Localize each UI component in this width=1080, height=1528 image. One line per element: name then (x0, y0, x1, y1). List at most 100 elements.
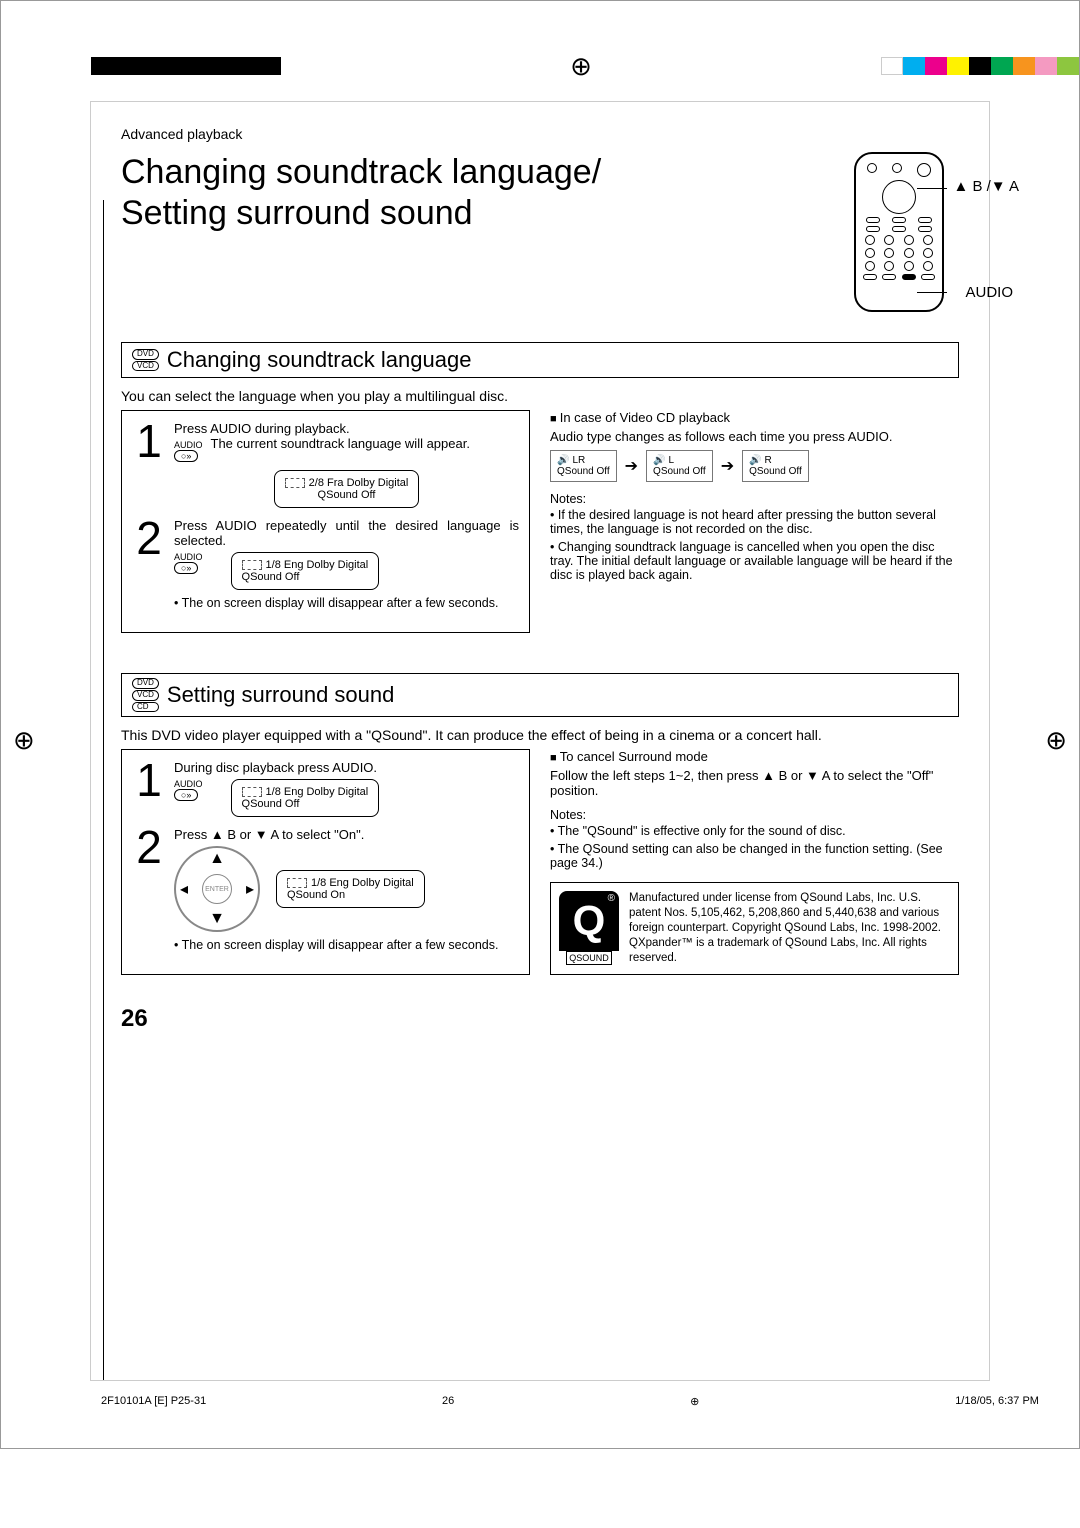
disc-type-badges: DVD VCD CD (132, 678, 159, 712)
osd-line2: QSound On (287, 889, 345, 901)
qsound-logo: ® Q QSOUND (559, 891, 619, 966)
step-2: 2 Press ▲ B or ▼ A to select "On". ENTER… (132, 827, 519, 952)
disc-badge: DVD (132, 678, 159, 689)
osd-line2: QSound Off (318, 489, 376, 501)
remote-outline (854, 152, 944, 312)
qsound-logo-label: QSOUND (566, 951, 612, 965)
steps-box: 1 Press AUDIO during playback. AUDIO ○» … (121, 410, 530, 633)
notes-heading: Notes: (550, 492, 959, 506)
step1-sub: The current soundtrack language will app… (211, 436, 519, 451)
page-number: 26 (121, 1005, 959, 1033)
osd-icon (287, 878, 307, 888)
qsound-license-box: ® Q QSOUND Manufactured under license fr… (550, 882, 959, 975)
note-item: Changing soundtrack language is cancelle… (550, 540, 959, 582)
audio-flow-diagram: 🔊LR QSound Off ➔ 🔊L QSound Off ➔ 🔊R QSou… (550, 450, 959, 482)
osd-line1: 2/8 Fra Dolby Digital (309, 477, 409, 489)
section1-right-col: In case of Video CD playback Audio type … (550, 410, 959, 643)
s2-step2-text: Press ▲ B or ▼ A to select "On". (174, 827, 519, 842)
s2-step1-text: During disc playback press AUDIO. (174, 760, 519, 775)
registration-mark-icon: ⊕ (570, 51, 592, 82)
footer-timestamp: 1/18/05, 6:37 PM (955, 1395, 1039, 1408)
osd-line2: QSound Off (242, 571, 300, 583)
color-calibration-bar (881, 57, 1079, 75)
osd-line1: 1/8 Eng Dolby Digital (266, 786, 369, 798)
step2-note: The on screen display will disappear aft… (174, 596, 519, 610)
osd-icon (285, 478, 305, 488)
dpad-control-icon: ENTER ▲ ▼ ◂ ▸ (174, 846, 260, 932)
osd-icon (242, 787, 262, 797)
note-item: The "QSound" is effective only for the s… (550, 824, 959, 838)
heading-text: Setting surround sound (167, 682, 395, 708)
osd-line1: 1/8 Eng Dolby Digital (311, 877, 414, 889)
arrow-right-icon: ➔ (721, 456, 734, 476)
section1-left-col: 1 Press AUDIO during playback. AUDIO ○» … (121, 410, 530, 643)
page-title: Changing soundtrack language/ Setting su… (121, 152, 809, 234)
notes-list: If the desired language is not heard aft… (550, 508, 959, 582)
title-line1: Changing soundtrack language/ (121, 153, 601, 191)
s2-step2-note: The on screen display will disappear aft… (174, 938, 519, 952)
vcd-text: Audio type changes as follows each time … (550, 429, 959, 444)
section2-left-col: 1 During disc playback press AUDIO. AUDI… (121, 749, 530, 985)
disc-type-badges: DVD VCD (132, 349, 159, 372)
black-bar (91, 57, 281, 75)
osd-line1: 1/8 Eng Dolby Digital (266, 559, 369, 571)
osd-icon (242, 560, 262, 570)
step-1: 1 Press AUDIO during playback. AUDIO ○» … (132, 421, 519, 508)
step-number-icon: 2 (132, 518, 166, 610)
step1-text: Press AUDIO during playback. (174, 421, 519, 436)
section-label: Advanced playback (121, 126, 959, 142)
section-heading-2: DVD VCD CD Setting surround sound (121, 673, 959, 717)
step-2: 2 Press AUDIO repeatedly until the desir… (132, 518, 519, 610)
registration-mark-left-icon: ⊕ (13, 725, 35, 756)
audio-button-icon: AUDIO ○» (174, 440, 203, 462)
section2-intro: This DVD video player equipped with a "Q… (121, 727, 959, 743)
flow-box: 🔊LR QSound Off (550, 450, 617, 482)
speaker-icon: 🔊 (653, 455, 665, 466)
audio-button-icon: AUDIO ○» (174, 552, 203, 574)
title-row: Changing soundtrack language/ Setting su… (121, 152, 959, 312)
flow-box: 🔊L QSound Off (646, 450, 713, 482)
vcd-heading: In case of Video CD playback (550, 410, 959, 425)
step-number-icon: 1 (132, 421, 166, 508)
flow-box: 🔊R QSound Off (742, 450, 809, 482)
disc-badge: VCD (132, 690, 159, 701)
section-heading-1: DVD VCD Changing soundtrack language (121, 342, 959, 378)
audio-button-icon: AUDIO ○» (174, 779, 203, 801)
steps-box: 1 During disc playback press AUDIO. AUDI… (121, 749, 530, 975)
arrow-right-icon: ➔ (625, 456, 638, 476)
osd-display: 1/8 Eng Dolby Digital QSound On (276, 870, 425, 908)
step2-text: Press AUDIO repeatedly until the desired… (174, 518, 519, 548)
cancel-text: Follow the left steps 1~2, then press ▲ … (550, 768, 959, 798)
heading-text: Changing soundtrack language (167, 347, 472, 373)
notes-heading: Notes: (550, 808, 959, 822)
speaker-icon: 🔊 (557, 455, 569, 466)
print-registration-top: ⊕ (1, 56, 1079, 76)
osd-display: 1/8 Eng Dolby Digital QSound Off (231, 552, 380, 590)
speaker-icon: 🔊 (749, 455, 761, 466)
note-item: The QSound setting can also be changed i… (550, 842, 959, 870)
step-number-icon: 1 (132, 760, 166, 817)
remote-label-dpad: ▲ B /▼ A (953, 178, 1019, 195)
notes-list: The "QSound" is effective only for the s… (550, 824, 959, 870)
manual-page: Advanced playback Changing soundtrack la… (90, 101, 990, 1381)
title-line2: Setting surround sound (121, 194, 473, 232)
print-footer: 2F10101A [E] P25-31 26 ⊕ 1/18/05, 6:37 P… (101, 1395, 1039, 1408)
remote-diagram: ▲ B /▼ A AUDIO (839, 152, 959, 312)
qsound-license-text: Manufactured under license from QSound L… (629, 891, 950, 966)
section2-right-col: To cancel Surround mode Follow the left … (550, 749, 959, 985)
note-item: If the desired language is not heard aft… (550, 508, 959, 536)
registration-mark-right-icon: ⊕ (1045, 725, 1067, 756)
print-frame: ⊕ ⊕ ⊕ Advanced playback Changing soundtr… (0, 0, 1080, 1449)
osd-line2: QSound Off (242, 798, 300, 810)
footer-file: 2F10101A [E] P25-31 (101, 1395, 206, 1408)
disc-badge: DVD (132, 349, 159, 360)
remote-label-audio: AUDIO (965, 284, 1013, 301)
section2-columns: 1 During disc playback press AUDIO. AUDI… (121, 749, 959, 985)
step-number-icon: 2 (132, 827, 166, 952)
section1-columns: 1 Press AUDIO during playback. AUDIO ○» … (121, 410, 959, 643)
leader-line (917, 292, 947, 293)
disc-badge: VCD (132, 361, 159, 372)
leader-line (917, 188, 947, 189)
osd-display: 1/8 Eng Dolby Digital QSound Off (231, 779, 380, 817)
margin-rule (103, 200, 104, 1380)
